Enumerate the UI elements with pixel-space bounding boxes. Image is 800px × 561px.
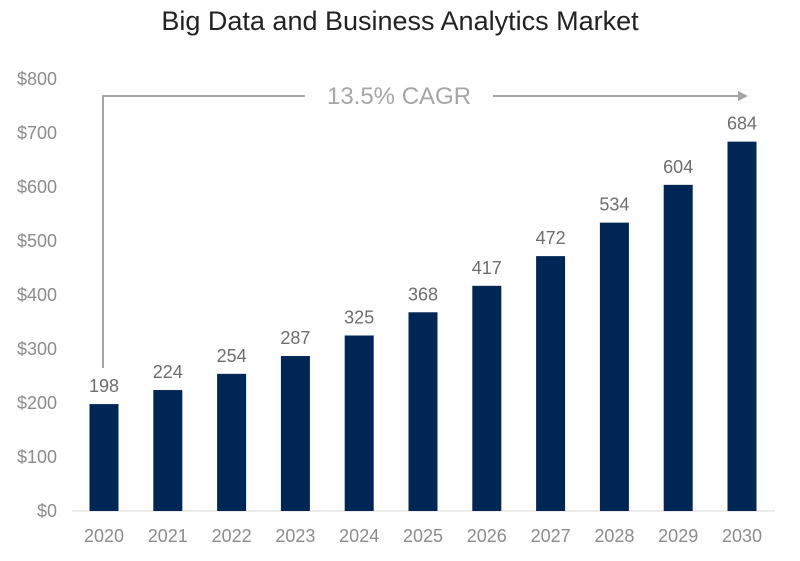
bar — [663, 184, 693, 511]
data-label: 224 — [153, 362, 183, 382]
y-tick-label: $400 — [17, 285, 57, 305]
y-tick-label: $600 — [17, 177, 57, 197]
x-tick-label: 2020 — [84, 526, 124, 546]
bar — [153, 390, 183, 511]
data-label: 534 — [599, 195, 629, 215]
bar — [536, 256, 566, 511]
x-tick-label: 2030 — [722, 526, 762, 546]
y-axis: $0 $100 $200 $300 $400 $500 $600 $700 $800 — [17, 69, 57, 521]
x-tick-label: 2021 — [148, 526, 188, 546]
x-tick-label: 2028 — [594, 526, 634, 546]
data-label: 254 — [217, 346, 247, 366]
y-tick-label: $700 — [17, 123, 57, 143]
x-tick-label: 2026 — [467, 526, 507, 546]
data-label: 368 — [408, 284, 438, 304]
y-tick-label: $100 — [17, 447, 57, 467]
bar — [89, 404, 119, 511]
bar — [599, 222, 629, 511]
x-tick-label: 2029 — [658, 526, 698, 546]
data-label: 604 — [663, 157, 693, 177]
x-tick-label: 2025 — [403, 526, 443, 546]
y-tick-label: $300 — [17, 339, 57, 359]
bar — [727, 141, 757, 511]
x-tick-label: 2023 — [275, 526, 315, 546]
cagr-annotation: 13.5% CAGR — [102, 83, 748, 368]
bar — [217, 373, 247, 511]
y-tick-label: $500 — [17, 231, 57, 251]
y-tick-label: $200 — [17, 393, 57, 413]
bar — [280, 356, 310, 511]
x-tick-label: 2024 — [339, 526, 379, 546]
bar — [472, 285, 502, 511]
x-tick-label: 2022 — [212, 526, 252, 546]
cagr-label: 13.5% CAGR — [327, 83, 471, 110]
y-tick-label: $0 — [37, 501, 57, 521]
data-label: 472 — [536, 228, 566, 248]
chart-title: Big Data and Business Analytics Market — [161, 6, 639, 36]
bar-series: 198 224 254 287 325 368 417 472 534 604 684 — [89, 114, 757, 511]
x-tick-label: 2027 — [531, 526, 571, 546]
bar — [344, 335, 374, 511]
bar — [408, 312, 438, 511]
data-label: 198 — [89, 376, 119, 396]
data-label: 287 — [280, 328, 310, 348]
data-label: 325 — [344, 308, 374, 328]
x-axis: 2020 2021 2022 2023 2024 2025 2026 2027 2028 2029… — [84, 526, 762, 546]
y-tick-label: $800 — [17, 69, 57, 89]
data-label: 684 — [727, 114, 757, 134]
cagr-arrow-left — [102, 95, 305, 368]
data-label: 417 — [472, 258, 502, 278]
